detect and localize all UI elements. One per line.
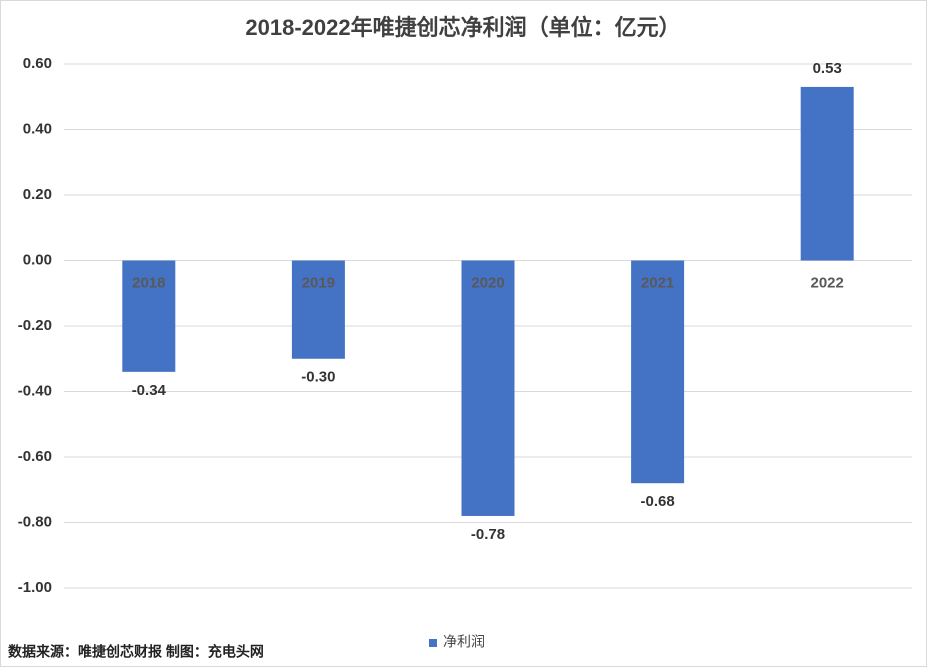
y-tick-label: 0.00 <box>23 251 52 268</box>
bar <box>122 260 176 372</box>
y-tick-label: 0.60 <box>23 55 52 72</box>
data-label: -0.34 <box>132 382 167 399</box>
y-tick-label: 0.20 <box>23 186 52 203</box>
data-label: -0.68 <box>640 493 674 510</box>
data-label: -0.30 <box>301 369 335 386</box>
chart-title: 2018-2022年唯捷创芯净利润（单位：亿元） <box>245 15 680 40</box>
source-note: 数据来源：唯捷创芯财报 制图：充电头网 <box>8 644 264 660</box>
y-tick-label: -0.80 <box>18 513 52 530</box>
y-tick-label: 0.40 <box>23 120 52 137</box>
bar <box>461 260 515 516</box>
y-tick-label: -0.40 <box>18 382 52 399</box>
x-tick-label: 2021 <box>641 274 674 291</box>
x-tick-label: 2019 <box>302 274 335 291</box>
data-label: 0.53 <box>813 60 842 77</box>
bar <box>800 86 854 261</box>
y-tick-label: -0.20 <box>18 317 52 334</box>
data-label: -0.78 <box>471 526 505 543</box>
x-tick-label: 2022 <box>811 274 844 291</box>
bar <box>291 260 345 359</box>
x-tick-label: 2020 <box>471 274 504 291</box>
bar <box>631 260 685 484</box>
y-tick-label: -0.60 <box>18 448 52 465</box>
y-tick-label: -1.00 <box>18 579 52 596</box>
legend-swatch <box>429 639 437 647</box>
legend-label: 净利润 <box>443 634 485 650</box>
x-tick-label: 2018 <box>132 274 165 291</box>
